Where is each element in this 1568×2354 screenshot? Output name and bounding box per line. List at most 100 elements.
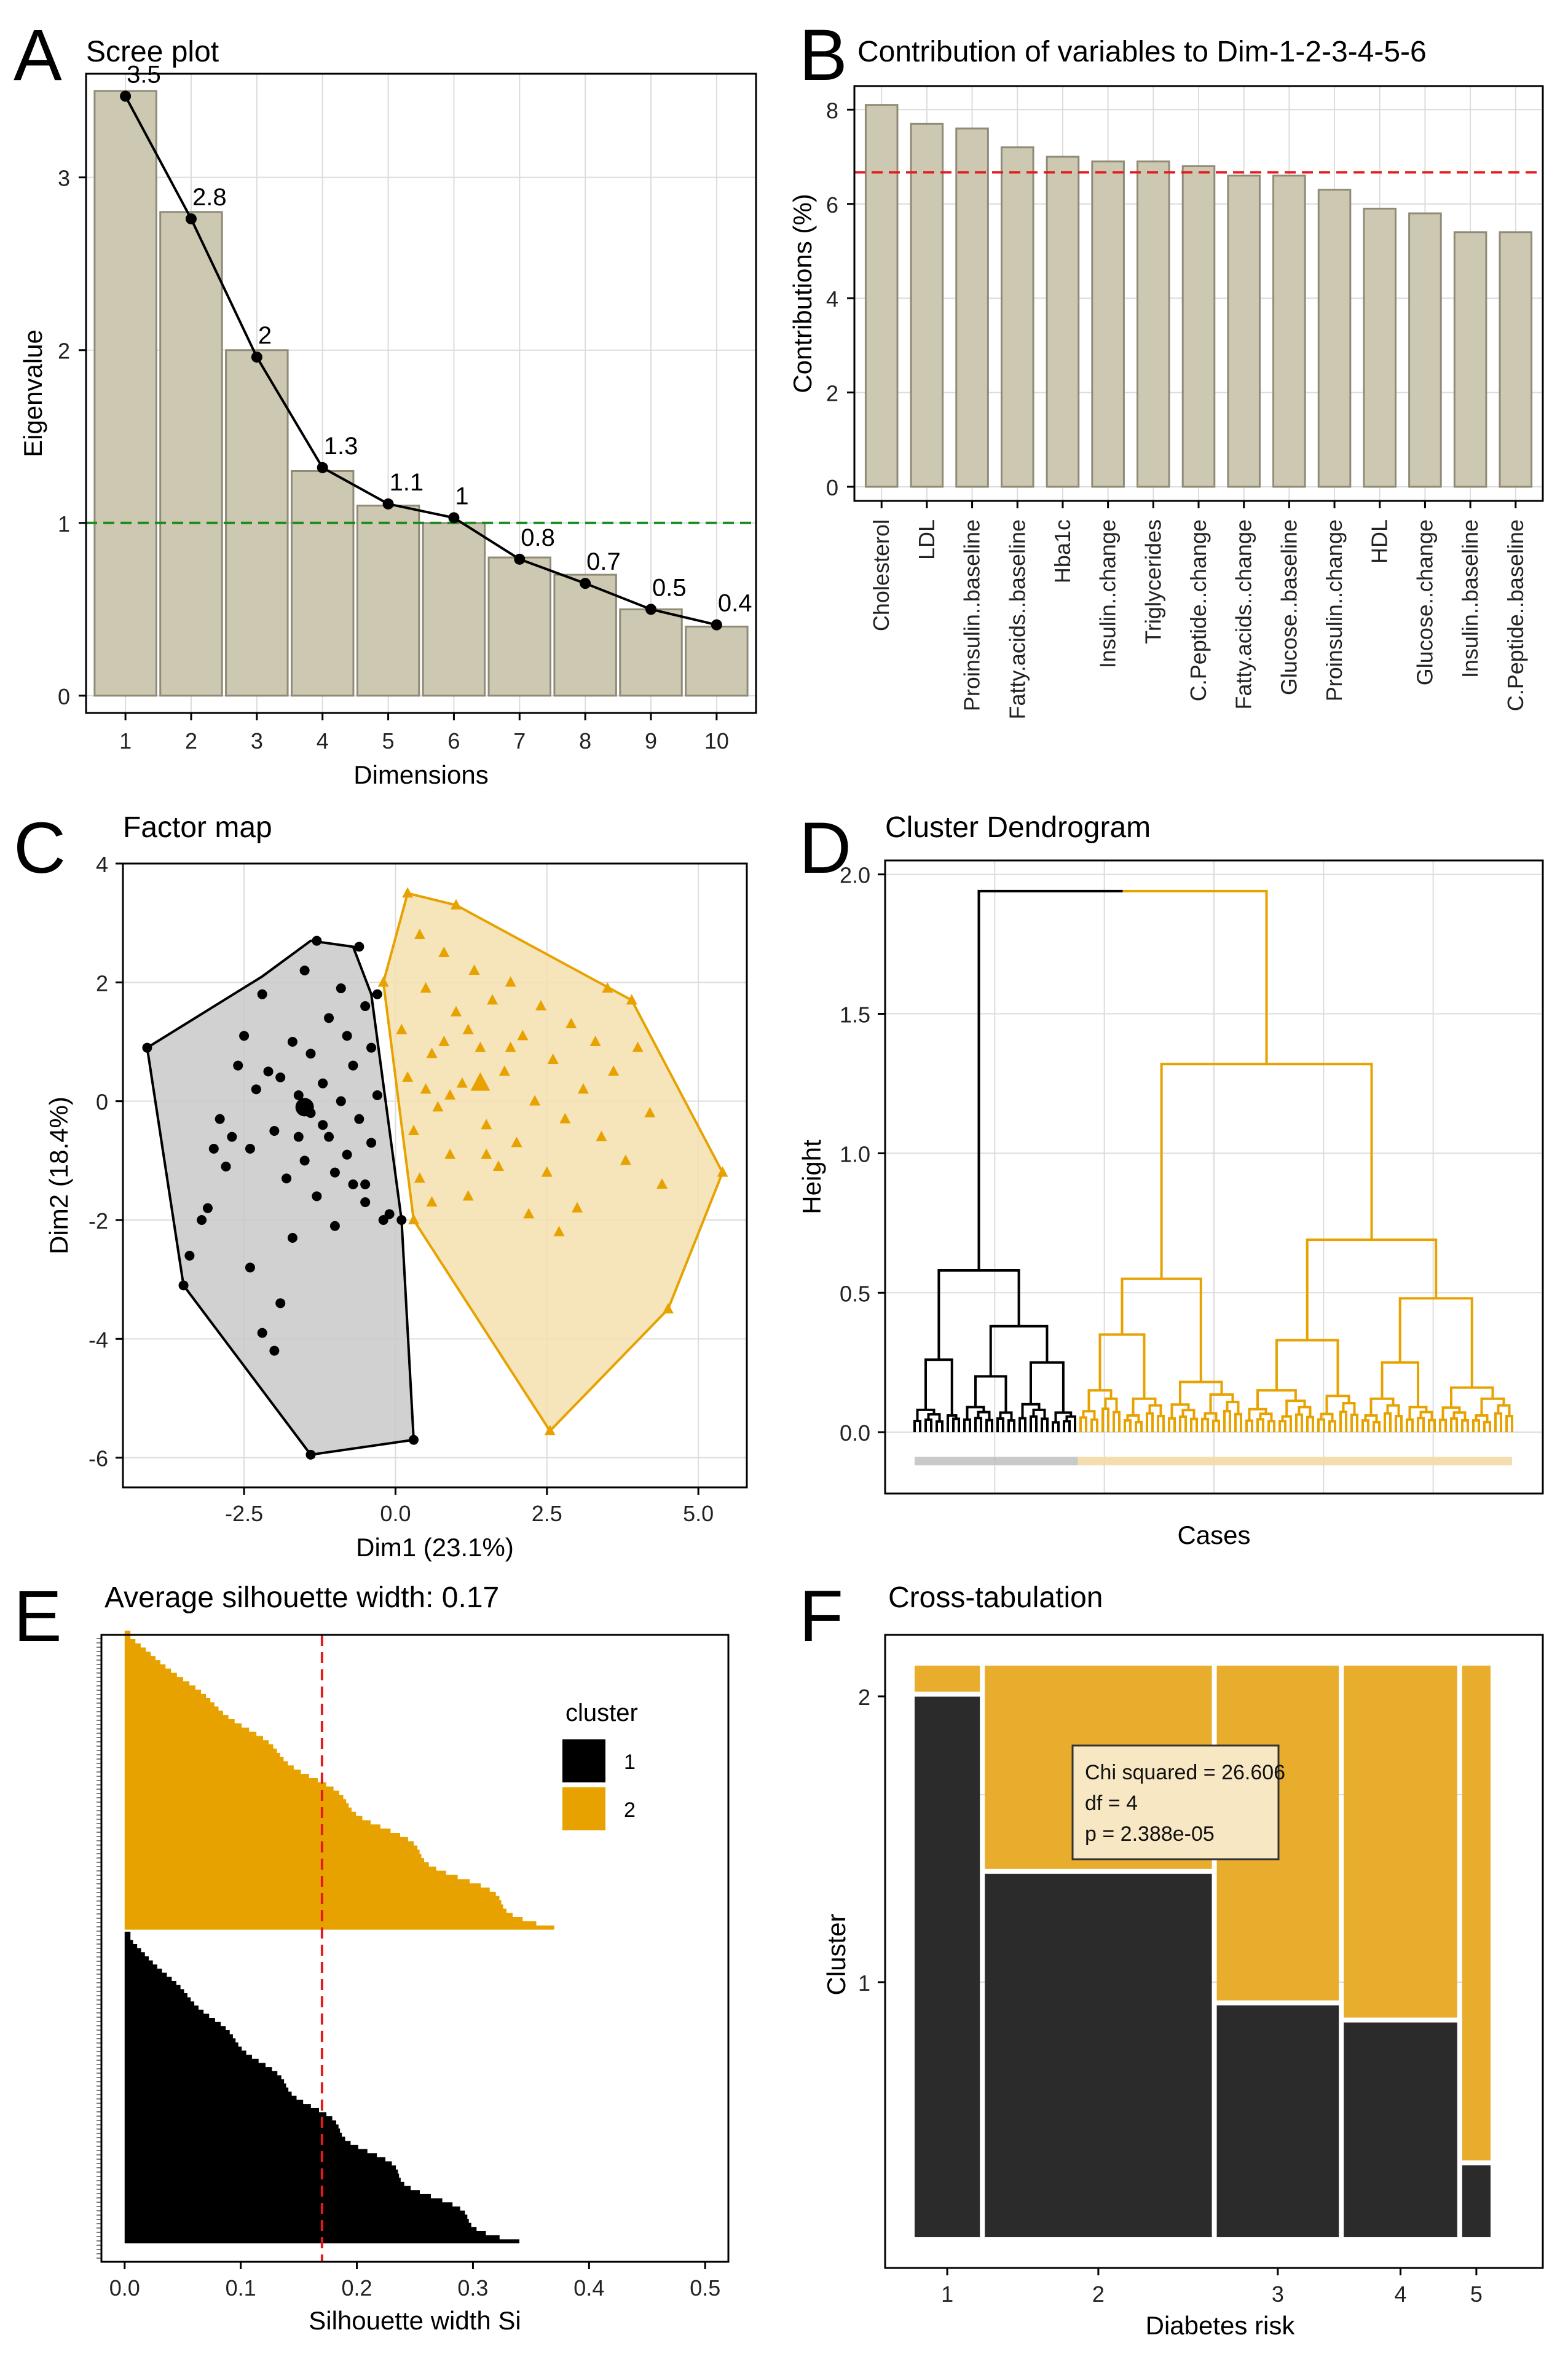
scree-bar [487, 556, 552, 697]
factor-map: -6 -4 -2 0 2 4 -2.5 0.0 2.5 5.0 Dim1 (23.1%) Dim2 (… [44, 852, 748, 1562]
y-tick-label: 1 [58, 511, 70, 537]
panel-letter: A [14, 15, 62, 96]
scatter-point [662, 1303, 674, 1313]
plot-frame [100, 1634, 730, 2263]
scatter-point [481, 1119, 492, 1130]
dendrogram-branch [989, 1325, 1049, 1377]
panel-letter: C [14, 808, 66, 889]
scatter-point [535, 1000, 546, 1010]
x-axis-label: Diabetes risk [1146, 2311, 1296, 2340]
scatter-point [717, 1166, 728, 1177]
dendrogram-branch [1170, 1403, 1190, 1419]
dendrogram-branch [1381, 1361, 1419, 1407]
x-tick-label: 9 [645, 728, 657, 754]
dendrogram: 0.0 0.5 1.0 1.5 2.0 Cases Height [797, 859, 1544, 1549]
dendrogram-branch [1384, 1412, 1392, 1433]
dendrogram-branch [977, 1411, 991, 1420]
dendrogram-branch [1267, 1420, 1275, 1433]
scatter-point [233, 1060, 243, 1071]
dendrogram-branch [1132, 1397, 1157, 1415]
dendrogram-branch [1113, 1411, 1121, 1433]
contribution-bar [1317, 189, 1352, 488]
scatter-point [197, 1215, 207, 1225]
scatter-point [553, 1226, 565, 1237]
dendrogram-branch [1041, 1417, 1049, 1433]
dendrogram-branch [1204, 1412, 1218, 1421]
scatter-point [377, 976, 389, 987]
eigen-point [711, 619, 722, 631]
data-label: 0.8 [521, 524, 555, 551]
scatter-point [275, 1073, 286, 1082]
dendrogram-branch [1428, 1419, 1436, 1433]
x-tick-label: 2 [185, 728, 197, 754]
dendrogram-branch [1160, 1063, 1373, 1279]
dendrogram-branch [1122, 889, 1268, 1065]
y-tick-label: 1.0 [840, 1141, 870, 1167]
scatter-point [589, 1036, 601, 1046]
scatter-point [626, 994, 637, 1005]
x-tick-label: LDL [914, 519, 939, 560]
y-axis-label: Cluster [822, 1913, 851, 1995]
x-tick-label: Glucose..baseline [1276, 519, 1301, 695]
cluster-centroid [295, 1098, 314, 1117]
x-tick-label: C.Peptide..change [1186, 519, 1211, 701]
x-tick-label: 0.3 [457, 2275, 488, 2301]
dendrogram-branch [913, 1420, 921, 1433]
dendrogram-branch [1419, 1411, 1433, 1420]
scatter-point [602, 982, 613, 993]
silhouette-plot: 0.0 0.1 0.2 0.3 0.4 0.5 Silhouette width Si clu… [97, 1631, 730, 2335]
y-axis-label: Eigenvalue [18, 329, 47, 457]
y-tick-label: 0 [826, 475, 838, 500]
y-tick-label: 4 [96, 852, 108, 877]
legend-label: 2 [624, 1798, 636, 1822]
scatter-point [342, 1149, 352, 1160]
scatter-point [354, 1114, 364, 1124]
scatter-point [492, 1160, 504, 1171]
x-tick-label: -2.5 [225, 1501, 263, 1526]
panel-title: Factor map [123, 811, 272, 844]
scatter-point [644, 1107, 656, 1117]
scatter-point [438, 1036, 450, 1046]
data-label: 0.5 [652, 574, 687, 601]
dendrogram-branch [1278, 1420, 1286, 1433]
scatter-point [505, 976, 516, 987]
dendrogram-branch [1497, 1404, 1511, 1417]
dendrogram-branch [1373, 1420, 1381, 1433]
scatter-point [354, 942, 364, 952]
scatter-point [620, 1154, 631, 1165]
scatter-point [372, 1090, 382, 1100]
dendrogram-branch [1275, 1339, 1339, 1396]
dendrogram-branch [1361, 1419, 1369, 1433]
plot-frame [884, 859, 1544, 1495]
eigen-point [382, 498, 394, 510]
x-tick-label: 4 [317, 728, 329, 754]
x-tick-label: 7 [513, 728, 526, 754]
scatter-point [487, 994, 498, 1005]
scatter-point [414, 929, 425, 939]
y-tick-label: -4 [89, 1327, 108, 1352]
dendrogram-branch [1306, 1415, 1314, 1433]
y-tick-label: 4 [826, 286, 838, 312]
scree-bar [93, 90, 157, 697]
scatter-point [348, 1179, 358, 1189]
legend-label: 1 [624, 1750, 636, 1774]
y-tick-label: -2 [89, 1208, 108, 1234]
scatter-point [287, 1037, 297, 1047]
x-tick-label: Cholesterol [869, 519, 894, 631]
dendrogram-branch [1157, 1415, 1165, 1433]
y-axis-label: Dim2 (18.4%) [44, 1096, 73, 1254]
contribution-bar [1137, 160, 1170, 488]
dendrogram-branch [1386, 1404, 1400, 1417]
scatter-point [305, 1449, 316, 1460]
data-label: 1.3 [324, 433, 358, 460]
scatter-point [444, 1089, 456, 1100]
dendrogram-branch [1342, 1401, 1356, 1415]
scatter-point [257, 1328, 267, 1338]
dendrogram-branch [916, 1408, 936, 1422]
x-tick-label: Proinsulin..change [1322, 519, 1347, 701]
scatter-point [608, 1065, 620, 1076]
scatter-point [293, 1132, 304, 1142]
scatter-point [444, 1148, 456, 1159]
x-tick-label: 3 [251, 728, 263, 754]
